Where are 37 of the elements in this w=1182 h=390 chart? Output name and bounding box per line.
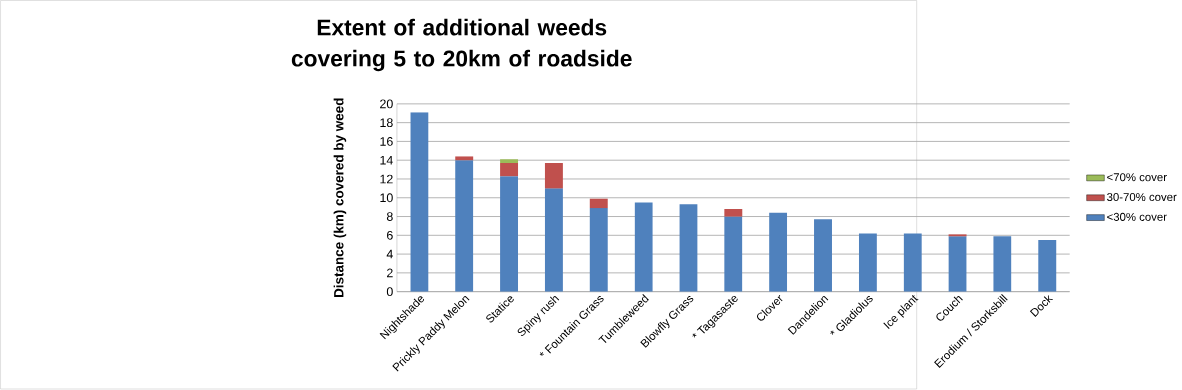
y-tick-label: 14 [380,156,393,165]
bar [1038,240,1057,292]
bar [858,233,877,292]
bar [769,213,788,292]
legend-label: <30% cover [1107,213,1167,222]
bar [589,198,608,209]
y-tick-label: 16 [380,137,393,147]
bar [679,204,698,292]
bar [993,236,1012,292]
y-tick-label: 18 [380,118,393,128]
bar [589,208,608,292]
y-tick-label: 20 [380,99,393,109]
bar [634,202,653,292]
bar [544,188,563,292]
bar [903,233,922,292]
y-tick-label: 12 [380,174,393,184]
bar [724,209,743,217]
bar [410,112,429,292]
chart-title: Extent of additional weeds covering 5 to 20km of roadside [291,19,632,72]
y-tick-label: 2 [387,268,393,278]
legend-label: <70% cover [1107,173,1167,182]
bar [544,163,563,189]
y-axis-title: Distance (km) covered by weed [333,98,347,298]
bar [500,176,519,292]
bar [500,163,519,177]
legend-label: 30-70% cover [1107,193,1177,202]
y-tick-label: 4 [386,250,393,259]
bar [814,219,832,292]
y-tick-label: 0 [386,287,393,297]
bar [455,160,474,292]
bar [455,156,474,161]
bar [500,159,519,164]
y-tick-label: 8 [386,212,393,222]
y-tick-label: 10 [380,193,393,203]
bar [724,216,743,292]
bar [948,236,967,292]
y-tick-label: 6 [387,231,393,240]
